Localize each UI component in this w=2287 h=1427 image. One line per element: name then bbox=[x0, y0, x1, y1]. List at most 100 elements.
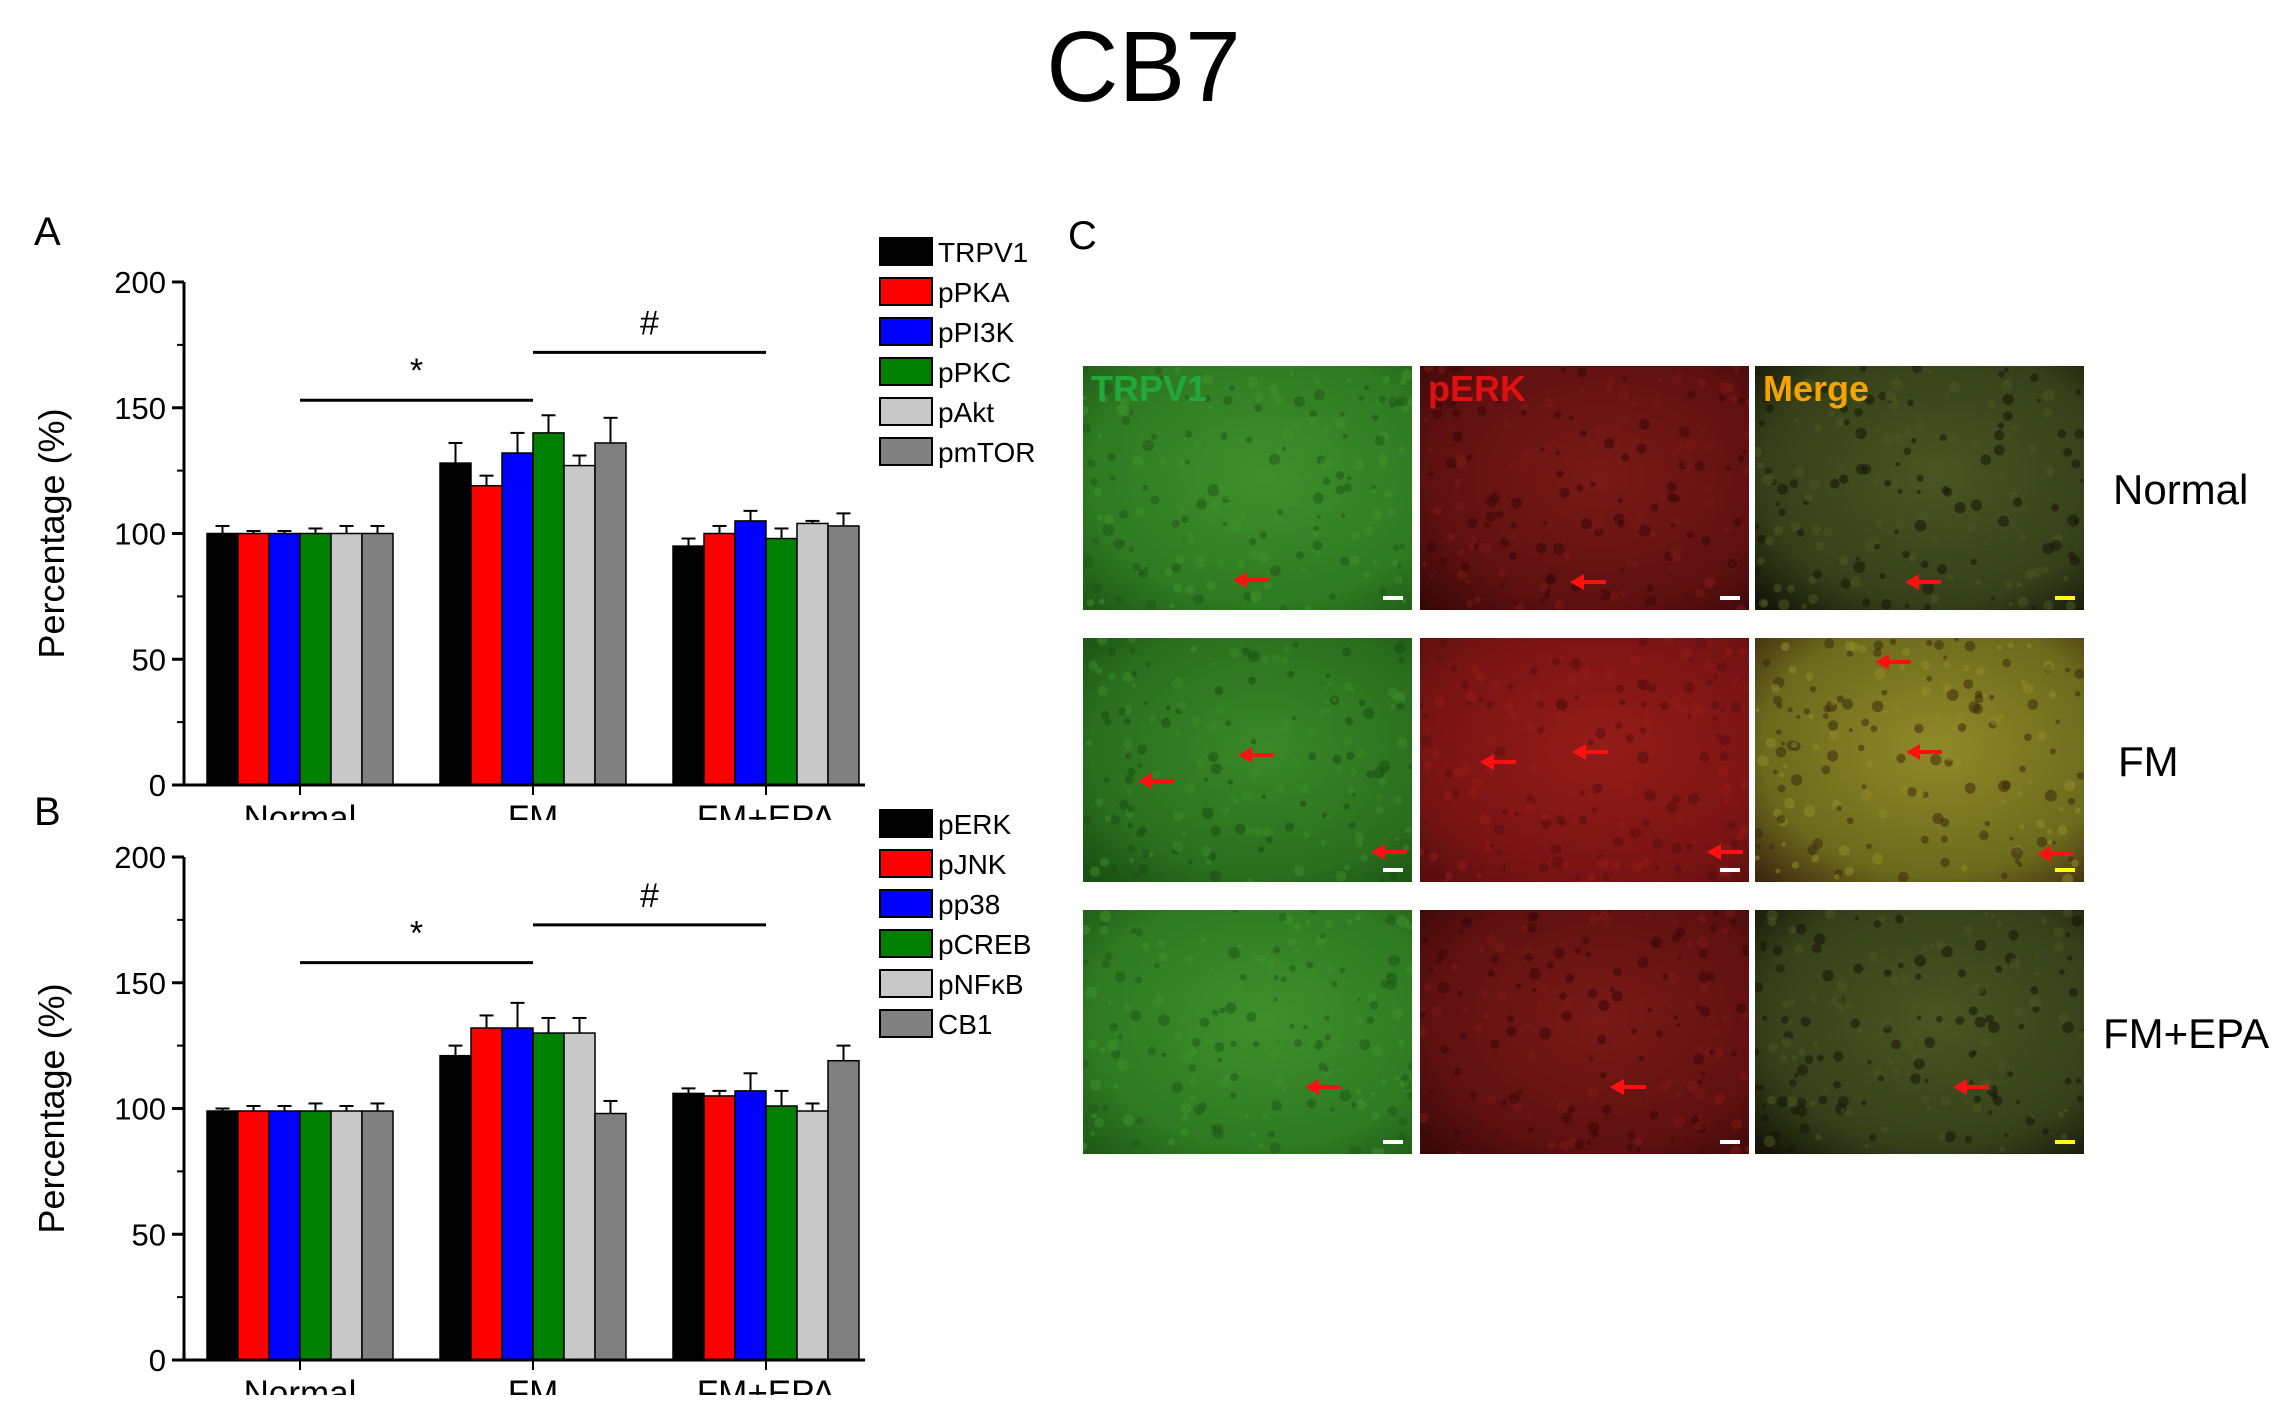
tissue-cell bbox=[1997, 422, 2004, 429]
tissue-cell bbox=[1107, 452, 1116, 462]
tissue-cell bbox=[1083, 592, 1087, 599]
tissue-cell bbox=[1377, 1148, 1385, 1154]
tissue-cell bbox=[1171, 519, 1180, 528]
tissue-cell bbox=[1694, 745, 1700, 751]
tissue-cell bbox=[1490, 1039, 1500, 1050]
tissue-cell bbox=[1868, 1133, 1877, 1142]
tissue-cell bbox=[1159, 458, 1167, 466]
tissue-cell bbox=[1673, 1116, 1685, 1128]
tissue-cell bbox=[1822, 713, 1829, 720]
tissue-cell bbox=[1845, 1109, 1853, 1117]
tissue-cell bbox=[1257, 995, 1264, 1003]
tissue-cell bbox=[1926, 1105, 1932, 1111]
tissue-cell bbox=[1775, 746, 1787, 758]
tissue-cell bbox=[1486, 497, 1497, 507]
tissue-cell bbox=[1903, 447, 1912, 456]
tissue-cell bbox=[1095, 666, 1103, 675]
tissue-cell bbox=[1280, 976, 1287, 983]
tissue-cell bbox=[1539, 1027, 1552, 1040]
tissue-cell bbox=[1882, 710, 1888, 715]
tissue-cell bbox=[1433, 506, 1442, 515]
y-tick-label: 0 bbox=[149, 768, 166, 803]
significance-marker: # bbox=[640, 877, 659, 915]
tissue-cell bbox=[1136, 744, 1147, 755]
tissue-cell bbox=[1132, 562, 1141, 572]
tissue-cell bbox=[2042, 1127, 2050, 1135]
bar-pakt-fm-epa bbox=[796, 522, 829, 786]
tissue-cell bbox=[1314, 378, 1320, 384]
tissue-cell bbox=[1899, 663, 1906, 671]
tissue-cell bbox=[1725, 466, 1731, 472]
tissue-cell bbox=[1676, 818, 1684, 826]
tissue-cell bbox=[1443, 790, 1453, 800]
tissue-cell bbox=[1786, 1096, 1798, 1108]
tissue-cell bbox=[1820, 385, 1829, 394]
tissue-cell bbox=[1181, 831, 1187, 837]
tissue-cell bbox=[1855, 427, 1867, 440]
bar-ppkc-fm-epa bbox=[765, 537, 798, 786]
tissue-cell bbox=[1356, 749, 1366, 758]
tissue-cell bbox=[1812, 1041, 1818, 1047]
tissue-cell bbox=[2008, 930, 2019, 941]
tissue-cell bbox=[2018, 533, 2027, 542]
tissue-cell bbox=[1247, 1032, 1257, 1042]
tissue-cell bbox=[1269, 565, 1281, 577]
tissue-cell bbox=[1088, 660, 1098, 671]
tissue-cell bbox=[1259, 531, 1267, 539]
tissue-cell bbox=[1169, 603, 1175, 609]
tissue-cell bbox=[1320, 933, 1326, 939]
arrow-head bbox=[1138, 773, 1152, 789]
tissue-cell bbox=[1777, 1096, 1789, 1108]
tissue-cell bbox=[1668, 565, 1673, 571]
tissue-cell bbox=[1988, 401, 1996, 409]
tissue-cell bbox=[1104, 815, 1112, 823]
tissue-cell bbox=[1950, 757, 1962, 769]
tissue-cell bbox=[1526, 1051, 1536, 1061]
tissue-cell bbox=[1866, 843, 1872, 850]
bar-cb1-fm bbox=[594, 1112, 627, 1361]
tissue-cell bbox=[1303, 831, 1311, 838]
tissue-cell bbox=[1574, 1140, 1584, 1151]
tissue-cell bbox=[1622, 376, 1628, 382]
tissue-cell bbox=[1761, 1114, 1769, 1123]
tissue-cell bbox=[1920, 835, 1929, 844]
tissue-cell bbox=[1273, 974, 1279, 980]
tissue-cell bbox=[1300, 567, 1305, 573]
tissue-cell bbox=[1394, 693, 1406, 705]
tissue-cell bbox=[1696, 378, 1707, 388]
tissue-cell bbox=[1398, 656, 1405, 664]
tissue-cell bbox=[2008, 602, 2013, 607]
tissue-cell bbox=[2067, 514, 2080, 527]
tissue-cell bbox=[1723, 799, 1730, 805]
tissue-cell bbox=[1685, 940, 1693, 949]
tissue-cell bbox=[1989, 714, 2001, 726]
tissue-cell bbox=[1261, 655, 1270, 665]
tissue-cell bbox=[2034, 970, 2040, 977]
tissue-cell bbox=[1578, 387, 1585, 394]
tissue-cell bbox=[1223, 489, 1234, 501]
tissue-cell bbox=[1914, 954, 1927, 967]
tissue-cell bbox=[1813, 743, 1820, 750]
tissue-cell bbox=[1804, 1055, 1814, 1064]
tissue-cell bbox=[1435, 957, 1443, 964]
tissue-cell bbox=[2058, 969, 2065, 975]
tissue-cell bbox=[1571, 817, 1579, 824]
tissue-cell bbox=[1655, 972, 1661, 978]
tissue-cell bbox=[1222, 806, 1231, 815]
tissue-cell bbox=[1200, 845, 1212, 857]
tissue-cell bbox=[1252, 1040, 1260, 1048]
tissue-cell bbox=[1543, 520, 1548, 525]
scale-bar bbox=[1720, 596, 1740, 600]
tissue-cell bbox=[1083, 924, 1091, 935]
legend-label: pAkt bbox=[938, 397, 994, 428]
tissue-cell bbox=[1209, 870, 1222, 882]
bar-pmtor-normal bbox=[361, 532, 394, 786]
tissue-cell bbox=[2071, 915, 2083, 927]
tissue-cell bbox=[1744, 685, 1749, 691]
tissue-cell bbox=[1338, 700, 1343, 705]
tissue-cell bbox=[1179, 812, 1185, 818]
tissue-cell bbox=[1517, 1089, 1522, 1095]
bar-ppi3k-normal bbox=[268, 532, 301, 786]
tissue-cell bbox=[1626, 560, 1632, 566]
tissue-cell bbox=[1278, 913, 1287, 922]
